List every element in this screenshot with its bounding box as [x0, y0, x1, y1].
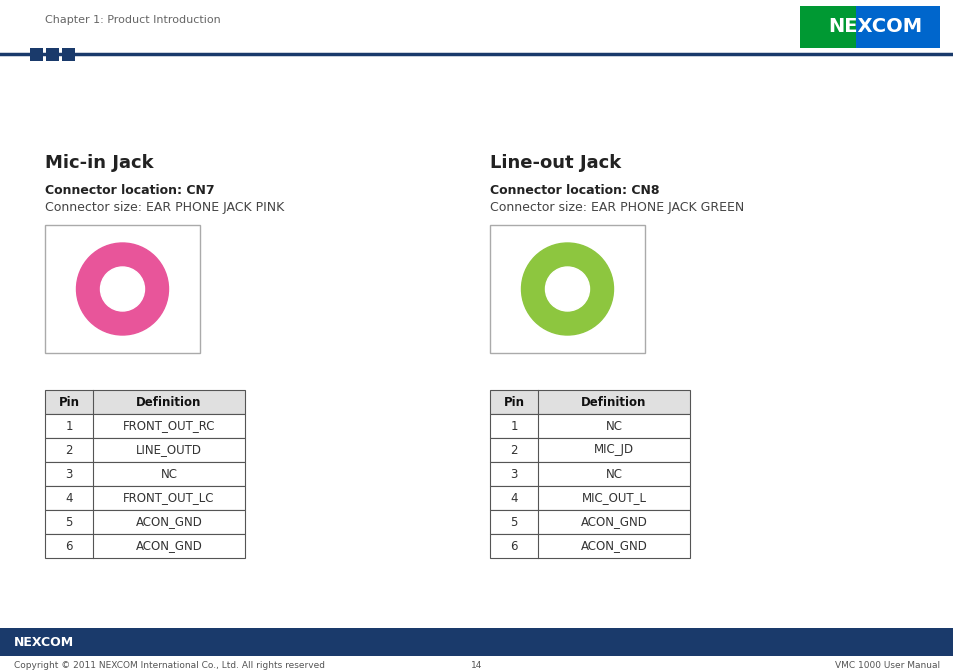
FancyBboxPatch shape — [490, 414, 689, 438]
FancyBboxPatch shape — [490, 510, 689, 534]
Text: 5: 5 — [65, 515, 72, 528]
FancyBboxPatch shape — [490, 486, 689, 510]
Text: 2: 2 — [65, 444, 72, 456]
Text: Definition: Definition — [136, 396, 201, 409]
Text: Pin: Pin — [58, 396, 79, 409]
FancyBboxPatch shape — [800, 6, 939, 48]
Text: 6: 6 — [65, 540, 72, 552]
Text: Line-out Jack: Line-out Jack — [490, 154, 620, 172]
Text: 1: 1 — [510, 419, 517, 433]
FancyBboxPatch shape — [490, 462, 689, 486]
Text: ACON_GND: ACON_GND — [580, 540, 647, 552]
Text: Chapter 1: Product Introduction: Chapter 1: Product Introduction — [45, 15, 220, 25]
Text: Mic-in Jack: Mic-in Jack — [45, 154, 153, 172]
FancyBboxPatch shape — [45, 486, 245, 510]
Text: NC: NC — [605, 419, 622, 433]
Circle shape — [76, 243, 169, 335]
Text: 3: 3 — [65, 468, 72, 480]
FancyBboxPatch shape — [490, 438, 689, 462]
Circle shape — [100, 267, 144, 311]
FancyBboxPatch shape — [45, 534, 245, 558]
Circle shape — [521, 243, 613, 335]
Text: Connector size: EAR PHONE JACK PINK: Connector size: EAR PHONE JACK PINK — [45, 202, 284, 214]
FancyBboxPatch shape — [45, 438, 245, 462]
Text: NC: NC — [160, 468, 177, 480]
Text: 4: 4 — [510, 491, 517, 505]
Text: Definition: Definition — [580, 396, 646, 409]
Text: FRONT_OUT_LC: FRONT_OUT_LC — [123, 491, 214, 505]
FancyBboxPatch shape — [30, 48, 43, 60]
Text: NEXCOM: NEXCOM — [14, 636, 74, 648]
Text: Connector location: CN8: Connector location: CN8 — [490, 185, 659, 198]
Text: MIC_JD: MIC_JD — [594, 444, 634, 456]
FancyBboxPatch shape — [45, 462, 245, 486]
Text: ACON_GND: ACON_GND — [135, 515, 202, 528]
FancyBboxPatch shape — [45, 390, 245, 414]
Text: MIC_OUT_L: MIC_OUT_L — [581, 491, 646, 505]
FancyBboxPatch shape — [490, 534, 689, 558]
FancyBboxPatch shape — [45, 510, 245, 534]
Text: Copyright © 2011 NEXCOM International Co., Ltd. All rights reserved: Copyright © 2011 NEXCOM International Co… — [14, 661, 325, 669]
Text: 6: 6 — [510, 540, 517, 552]
Text: 2: 2 — [510, 444, 517, 456]
FancyBboxPatch shape — [46, 48, 59, 60]
FancyBboxPatch shape — [800, 6, 855, 48]
Text: LINE_OUTD: LINE_OUTD — [136, 444, 202, 456]
Text: Connector location: CN7: Connector location: CN7 — [45, 185, 214, 198]
Text: ACON_GND: ACON_GND — [580, 515, 647, 528]
FancyBboxPatch shape — [62, 48, 75, 60]
FancyBboxPatch shape — [490, 225, 644, 353]
FancyBboxPatch shape — [45, 414, 245, 438]
Text: NC: NC — [605, 468, 622, 480]
Circle shape — [545, 267, 589, 311]
Text: 4: 4 — [65, 491, 72, 505]
FancyBboxPatch shape — [45, 225, 200, 353]
Text: 5: 5 — [510, 515, 517, 528]
Text: Connector size: EAR PHONE JACK GREEN: Connector size: EAR PHONE JACK GREEN — [490, 202, 743, 214]
Text: Pin: Pin — [503, 396, 524, 409]
Text: 14: 14 — [471, 661, 482, 669]
Text: 3: 3 — [510, 468, 517, 480]
Text: ACON_GND: ACON_GND — [135, 540, 202, 552]
Text: FRONT_OUT_RC: FRONT_OUT_RC — [123, 419, 215, 433]
FancyBboxPatch shape — [0, 628, 953, 656]
Text: VMC 1000 User Manual: VMC 1000 User Manual — [834, 661, 939, 669]
Text: NEXCOM: NEXCOM — [827, 17, 922, 36]
Text: 1: 1 — [65, 419, 72, 433]
FancyBboxPatch shape — [490, 390, 689, 414]
